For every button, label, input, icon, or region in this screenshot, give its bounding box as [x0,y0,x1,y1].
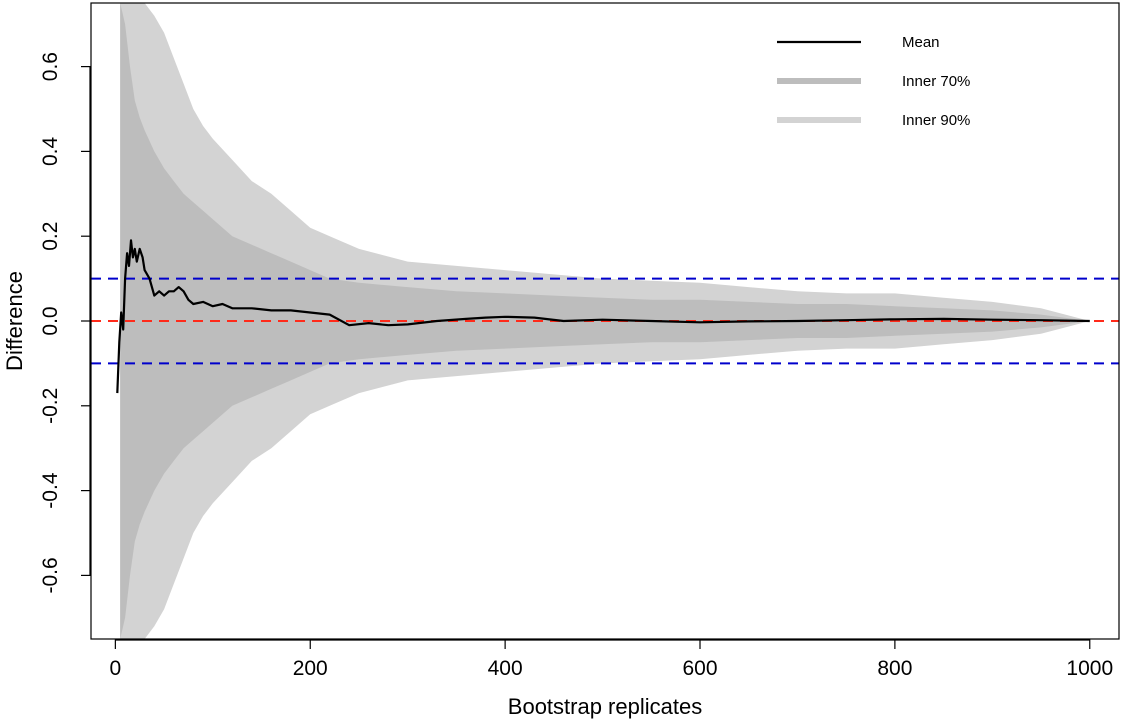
x-tick-label: 800 [877,657,912,680]
x-axis-label: Bootstrap replicates [508,694,702,719]
y-tick-label: 0.2 [39,222,62,251]
x-tick-label: 400 [488,657,523,680]
y-tick-label: 0.4 [39,136,62,166]
y-axis-label: Difference [2,271,27,371]
legend-label-inner-90: Inner 90% [902,112,970,129]
legend: Mean Inner 70% Inner 90% [777,34,970,129]
y-tick-label: 0.6 [39,52,62,81]
x-tick-label: 1000 [1066,657,1113,680]
series-line-mean [116,239,1090,394]
reference-lines [91,277,1119,365]
legend-label-inner-70: Inner 70% [902,73,970,90]
y-axis: -0.6 -0.4 -0.2 0.0 0.2 0.4 0.6 [39,52,91,593]
series-lines [116,239,1090,394]
y-tick-label: -0.2 [39,388,62,424]
y-tick-label: -0.6 [39,557,62,593]
x-tick-label: 600 [682,657,717,680]
x-tick-label: 200 [293,657,328,680]
x-tick-label: 0 [110,657,122,680]
legend-label-mean: Mean [902,34,940,51]
y-tick-label: -0.4 [39,472,62,509]
y-tick-label: 0.0 [39,306,62,335]
x-axis: 0 200 400 600 800 1000 [110,639,1113,680]
